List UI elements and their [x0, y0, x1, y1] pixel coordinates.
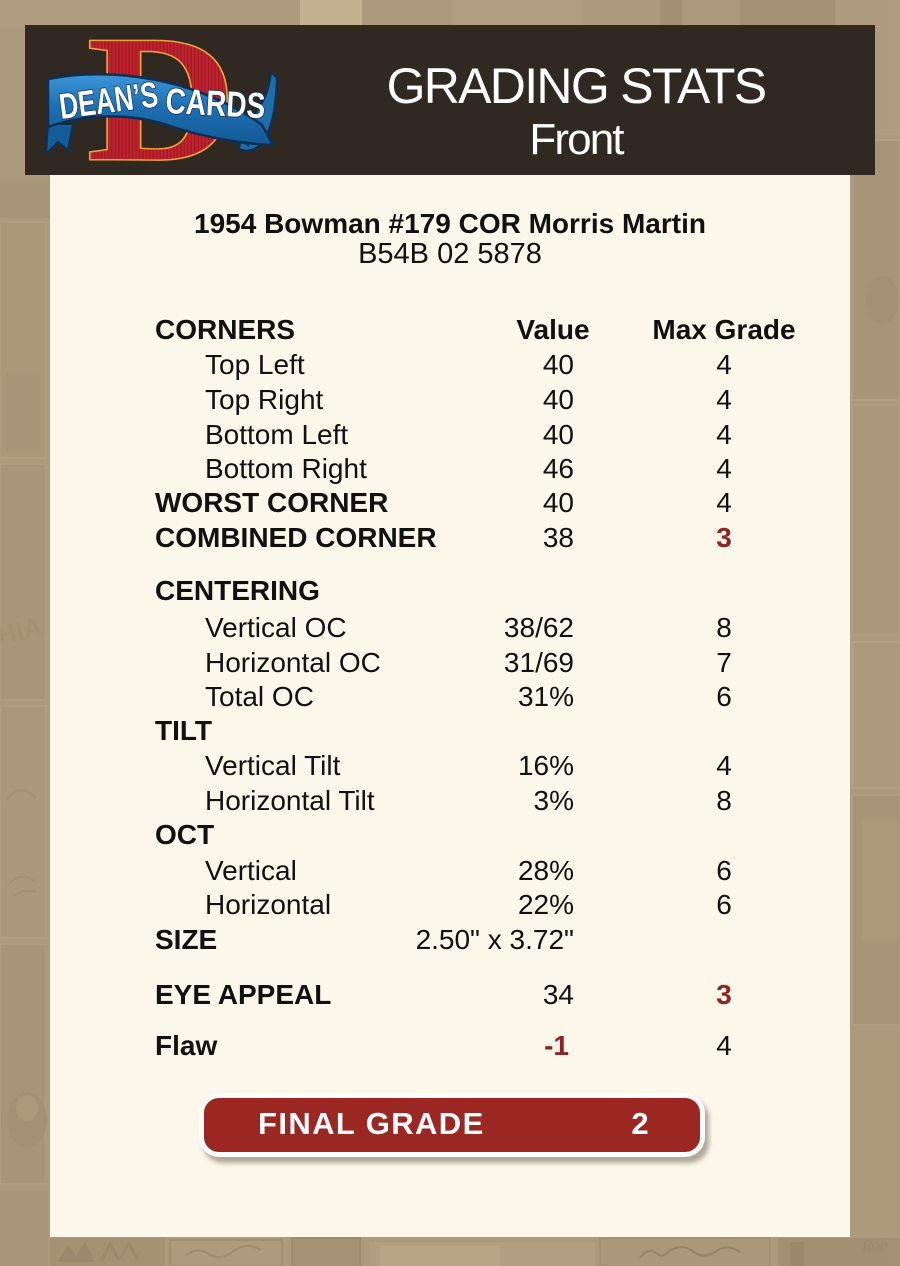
svg-text:CARDS: CARDS	[165, 81, 267, 126]
